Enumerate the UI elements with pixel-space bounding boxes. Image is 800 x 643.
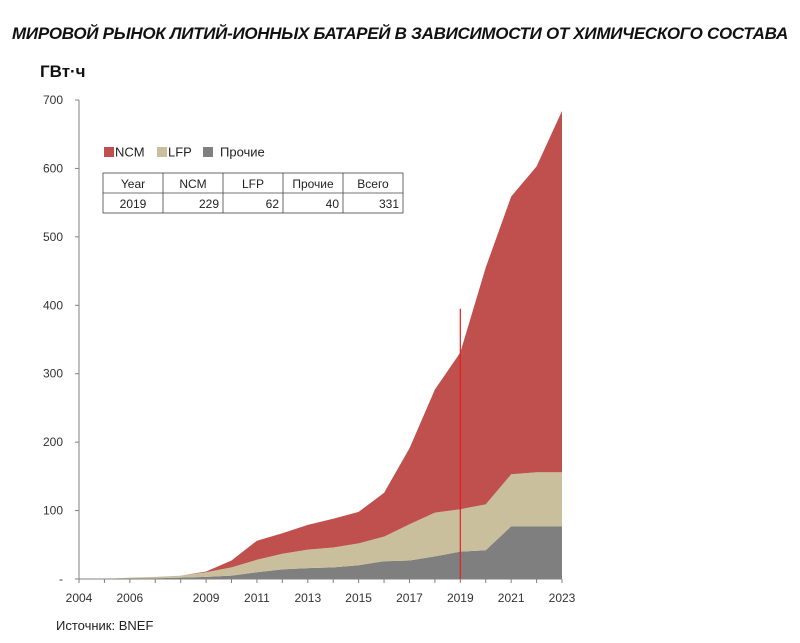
- y-axis-unit: ГВт·ч: [40, 62, 86, 81]
- table-data-cell: 229: [199, 197, 219, 211]
- area-прочие: [79, 526, 562, 579]
- y-tick-label: 300: [43, 367, 63, 381]
- source-note: Источник: BNEF: [56, 618, 154, 633]
- table-header-cell: LFP: [242, 177, 264, 191]
- y-tick-label: 700: [43, 93, 63, 107]
- table-data-cell: 40: [326, 197, 340, 211]
- legend-swatch-ncm: [104, 147, 114, 157]
- x-tick-label: 2006: [116, 591, 143, 605]
- x-tick-label: 2023: [549, 591, 576, 605]
- x-tick-label: 2011: [244, 591, 270, 605]
- y-tick-label: 100: [43, 504, 63, 518]
- table-data-cell: 331: [379, 197, 399, 211]
- area-ncm: [79, 110, 562, 580]
- x-tick-label: 2009: [193, 591, 220, 605]
- table-header-cell: Прочие: [292, 177, 334, 191]
- area-series-group: [79, 110, 562, 580]
- y-tick-label: 600: [43, 161, 63, 175]
- y-tick-label: 400: [43, 298, 63, 312]
- legend: NCM LFP Прочие: [104, 145, 265, 160]
- data-table: Year NCM LFP Прочие Всего 2019 229 62 40 331: [102, 172, 404, 214]
- legend-label-lfp: LFP: [168, 145, 192, 160]
- legend-swatch-прочие: [203, 147, 213, 157]
- legend-label-прочие: Прочие: [220, 145, 265, 160]
- x-tick-label: 2019: [447, 591, 474, 605]
- y-tick-label: 200: [43, 435, 63, 449]
- table-header-cell: Всего: [357, 177, 389, 191]
- y-tick-label: -: [59, 572, 63, 586]
- area-lfp: [79, 472, 562, 579]
- legend-swatch-lfp: [157, 147, 167, 157]
- x-tick-label: 2021: [498, 591, 525, 605]
- chart-title: МИРОВОЙ РЫНОК ЛИТИЙ-ИОННЫХ БАТАРЕЙ В ЗАВ…: [12, 24, 788, 43]
- axes-group: - 100 200 300 400 500 600 700 2004 2006 2009 2011 20…: [43, 93, 576, 605]
- y-tick-label: 500: [43, 230, 63, 244]
- table-data-cell: 62: [266, 197, 280, 211]
- table-data-cell: 2019: [120, 197, 147, 211]
- table-header-cell: Year: [121, 177, 145, 191]
- table-header-cell: NCM: [179, 177, 206, 191]
- x-tick-label: 2013: [294, 591, 321, 605]
- legend-label-ncm: NCM: [115, 145, 145, 160]
- x-tick-label: 2015: [345, 591, 372, 605]
- x-tick-label: 2017: [396, 591, 423, 605]
- x-tick-label: 2004: [66, 591, 93, 605]
